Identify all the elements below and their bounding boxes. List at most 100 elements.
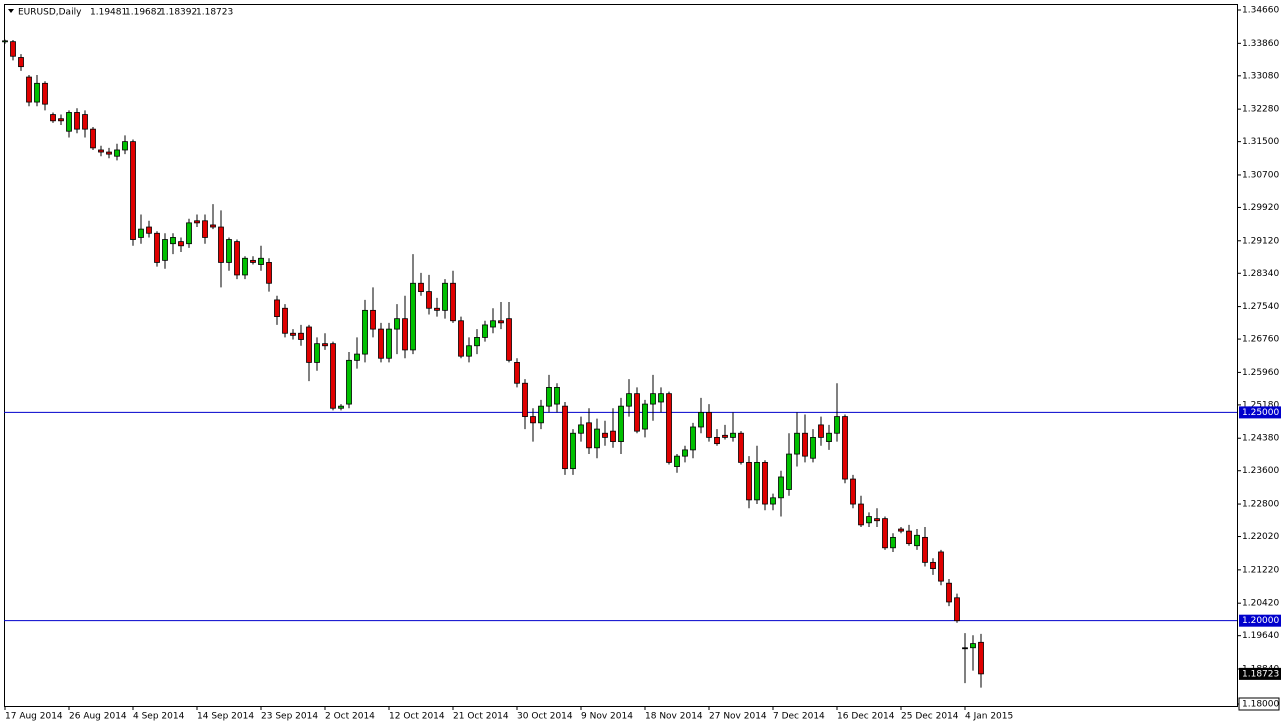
candle-body xyxy=(186,222,192,245)
candle-body xyxy=(538,405,544,424)
candle-body xyxy=(474,337,480,347)
candle-body xyxy=(834,416,840,434)
candle-body xyxy=(130,141,136,240)
y-tick-label: 1.26760 xyxy=(1242,335,1279,345)
y-tick-label: 1.30700 xyxy=(1242,170,1279,180)
y-tick-label: 1.20420 xyxy=(1242,599,1279,609)
plot-frame xyxy=(4,4,1238,707)
x-tick-label: 23 Sep 2014 xyxy=(261,712,318,722)
menu-arrow[interactable] xyxy=(8,9,14,13)
candle-body xyxy=(298,332,304,340)
low-value: 1.18392 xyxy=(160,8,197,18)
candle-body xyxy=(154,232,160,263)
candle-body xyxy=(786,453,792,490)
candle-body xyxy=(362,309,368,355)
candle-body xyxy=(50,114,56,122)
y-tick-label: 1.33860 xyxy=(1242,39,1279,49)
x-tick-label: 17 Aug 2014 xyxy=(5,712,63,722)
candle-body xyxy=(874,518,880,522)
candle-body xyxy=(938,551,944,582)
y-tick-label: 1.34660 xyxy=(1242,6,1279,16)
x-tick-label: 16 Dec 2014 xyxy=(837,712,895,722)
candle-body xyxy=(194,220,200,224)
x-tick-label: 25 Dec 2014 xyxy=(901,712,959,722)
candle-body xyxy=(946,582,952,603)
candle-body xyxy=(906,530,912,545)
x-tick-label: 21 Oct 2014 xyxy=(453,712,509,722)
candle-body xyxy=(554,387,560,405)
symbol-title: EURUSD,Daily xyxy=(18,8,82,18)
candle-body xyxy=(274,299,280,317)
candle-body xyxy=(930,561,936,570)
candle-body xyxy=(690,426,696,451)
candle-body xyxy=(450,282,456,322)
x-tick-label: 4 Sep 2014 xyxy=(133,712,185,722)
candle-body xyxy=(490,320,496,328)
candle-body xyxy=(506,318,512,361)
candle-body xyxy=(730,432,736,438)
candle-body xyxy=(978,641,984,675)
x-tick-label: 12 Oct 2014 xyxy=(389,712,445,722)
candle-body xyxy=(586,422,592,449)
candle-body xyxy=(746,461,752,501)
x-tick-label: 7 Dec 2014 xyxy=(773,712,825,722)
candle-body xyxy=(546,387,552,407)
candle-body xyxy=(442,282,448,311)
price-label: 1.18723 xyxy=(1242,669,1279,679)
candle-body xyxy=(90,128,96,149)
candle-body xyxy=(26,76,32,103)
candle-body xyxy=(858,503,864,526)
candle-body xyxy=(578,424,584,434)
candle-body xyxy=(210,224,216,228)
candle-body xyxy=(98,149,104,153)
candle-body xyxy=(162,239,168,261)
candle-body xyxy=(378,328,384,359)
candle-body xyxy=(618,405,624,442)
candle-body xyxy=(570,432,576,470)
candle-body xyxy=(314,343,320,363)
candle-body xyxy=(594,428,600,449)
candle-body xyxy=(170,237,176,245)
candle-body xyxy=(794,432,800,455)
candle-body xyxy=(282,307,288,334)
candle-body xyxy=(114,149,120,157)
candle-body xyxy=(66,112,72,132)
candle-body xyxy=(610,430,616,442)
candle-body xyxy=(178,241,184,247)
candle-body xyxy=(674,455,680,467)
candle-body xyxy=(498,320,504,324)
candle-body xyxy=(386,328,392,359)
candle-body xyxy=(250,259,256,263)
y-tick-label: 1.25180 xyxy=(1242,400,1279,410)
candle-body xyxy=(530,416,536,424)
y-tick-label: 1.27540 xyxy=(1242,302,1279,312)
candle-body xyxy=(106,151,112,155)
candle-body xyxy=(58,118,64,122)
candle-body xyxy=(514,362,520,384)
candle-body xyxy=(354,353,360,361)
candle-body xyxy=(482,324,488,338)
candle-body xyxy=(458,320,464,357)
candle-body xyxy=(322,343,328,347)
candle-body xyxy=(970,643,976,649)
candle-body xyxy=(562,405,568,470)
close-value: 1.18723 xyxy=(196,8,233,18)
candle-body xyxy=(258,257,264,265)
candle-body xyxy=(666,393,672,463)
candle-body xyxy=(266,262,272,284)
candle-body xyxy=(802,432,808,457)
y-tick-label: 1.29920 xyxy=(1242,203,1279,213)
y-tick-label: 1.31500 xyxy=(1242,137,1279,147)
candle-body xyxy=(962,647,968,650)
candle-body xyxy=(698,412,704,428)
candle-body xyxy=(234,241,240,276)
candle-body xyxy=(122,141,128,151)
x-tick-label: 2 Oct 2014 xyxy=(325,712,375,722)
candle-body xyxy=(914,534,920,547)
candle-body xyxy=(146,226,152,234)
candle-body xyxy=(2,40,8,43)
y-tick-label: 1.22800 xyxy=(1242,500,1279,510)
candle-body xyxy=(410,282,416,351)
candle-body xyxy=(346,359,352,405)
